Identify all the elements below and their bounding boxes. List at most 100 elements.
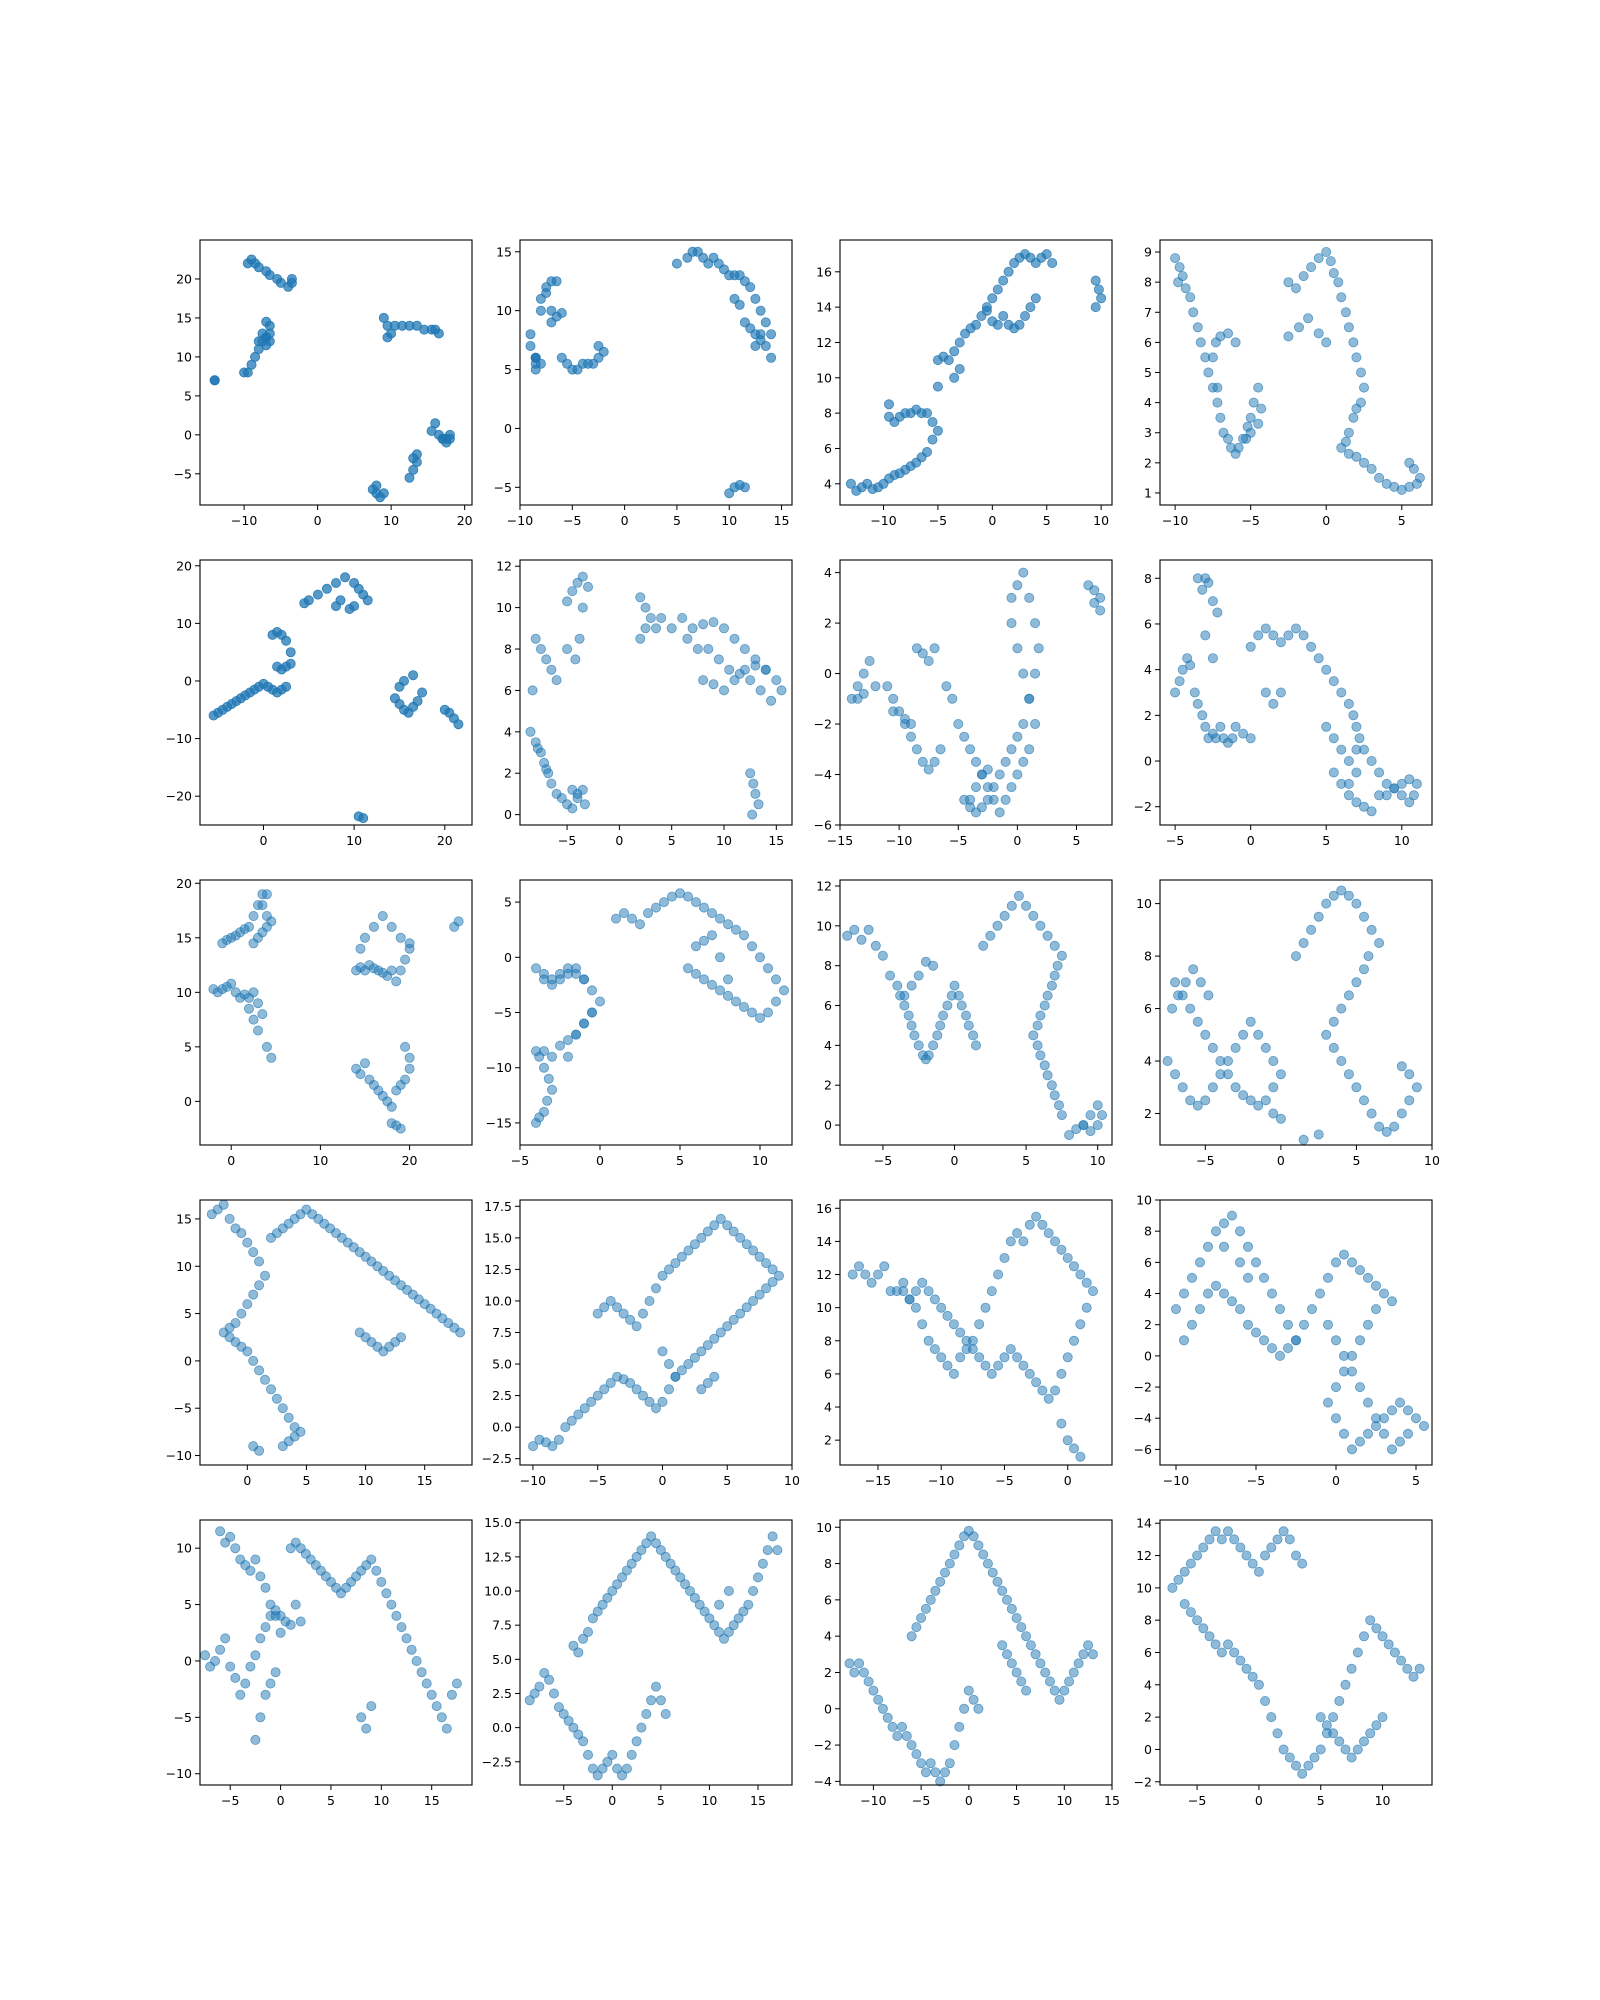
data-point [696,1346,707,1357]
data-point [1195,1304,1206,1315]
y-tick-label: 8 [1144,949,1152,964]
data-point [1377,1631,1388,1642]
data-point [1035,1658,1046,1669]
data-point [528,1441,539,1452]
data-point [1253,1679,1264,1690]
data-point [888,693,899,704]
data-point [696,1384,707,1395]
data-point [929,1344,940,1355]
data-point [1389,783,1400,794]
data-point [453,916,464,927]
data-point [1381,790,1392,801]
data-point [1339,1350,1350,1361]
data-point [574,633,585,644]
data-point [1088,1286,1099,1297]
data-point [1351,721,1362,732]
data-point [1334,1696,1345,1707]
data-point [1185,1558,1196,1569]
y-tick-label: 15 [176,930,192,945]
y-tick-label: 7.5 [492,1325,512,1340]
y-tick-label: −2 [1134,1774,1152,1789]
data-point [1018,668,1029,679]
data-point [1381,778,1392,789]
points-13 [206,1199,466,1456]
data-point [1024,744,1035,755]
data-point [992,284,1003,295]
data-point [566,1415,577,1426]
data-point [641,1538,652,1549]
data-point [592,1606,603,1617]
data-point [1021,1685,1032,1696]
scatter-panel-1: −10 0 10 20 −5 0 5 10 15 20 [174,239,473,528]
data-point [1389,1647,1400,1658]
data-point [1037,1219,1048,1230]
data-point [1374,472,1385,483]
data-point [743,1599,754,1610]
points-8 [1170,573,1422,817]
x-tick-label: 10 [312,1153,328,1168]
data-point [745,768,756,779]
data-point [1298,1134,1309,1145]
data-point [1336,744,1347,755]
y-tick-label: 4 [824,1038,832,1053]
data-point [255,1571,266,1582]
y-tick-label: 2 [1144,1317,1152,1332]
data-point [664,1264,675,1275]
data-point [1351,977,1362,988]
data-point [281,681,292,692]
data-point [1366,756,1377,767]
data-point [909,1030,920,1041]
data-point [394,681,405,692]
data-point [702,1340,713,1351]
data-point [1315,1712,1326,1723]
data-point [254,1256,265,1267]
data-point [942,1000,953,1011]
data-point [1343,1069,1354,1080]
data-point [980,1302,991,1313]
y-tick-label: 15.0 [484,1515,512,1530]
data-point [699,935,710,946]
x-tick-label: 0 [608,1793,616,1808]
data-point [739,930,750,941]
data-point [275,1627,286,1638]
data-point [400,954,411,965]
x-tick-label: 0 [227,1153,235,1168]
data-point [1238,1029,1249,1040]
data-point [638,1308,649,1319]
data-point [1056,1110,1067,1121]
x-tick-label: 0 [1255,1793,1263,1808]
data-point [631,1321,642,1332]
data-point [1328,1728,1339,1739]
x-tick-label: 5 [1013,1793,1021,1808]
data-point [1352,1744,1363,1755]
data-point [858,1667,869,1678]
data-point [1219,1241,1230,1252]
data-point [766,352,777,363]
data-point [1275,687,1286,698]
data-point [1321,898,1332,909]
data-point [973,1540,984,1551]
data-point [1192,322,1203,333]
data-point [386,1118,397,1129]
data-point [1012,643,1023,654]
data-point [971,1040,982,1051]
data-point [1054,1100,1065,1111]
data-point [1309,1752,1320,1763]
data-point [261,889,272,900]
data-point [927,416,938,427]
data-point [285,1619,296,1630]
data-point [245,1661,256,1672]
data-point [1272,1728,1283,1739]
scatter-panel-13: 0 5 10 15 −10 −5 0 5 10 15 [166,1199,473,1488]
data-point [579,799,590,810]
data-point [923,1335,934,1346]
data-point [573,1729,584,1740]
data-point [925,1758,936,1769]
data-point [242,1346,253,1357]
data-point [1351,352,1362,363]
data-point [968,1531,979,1542]
y-tick-label: 6 [1144,616,1152,631]
data-point [1192,1016,1203,1027]
data-point [892,980,903,991]
data-point [1177,664,1188,675]
